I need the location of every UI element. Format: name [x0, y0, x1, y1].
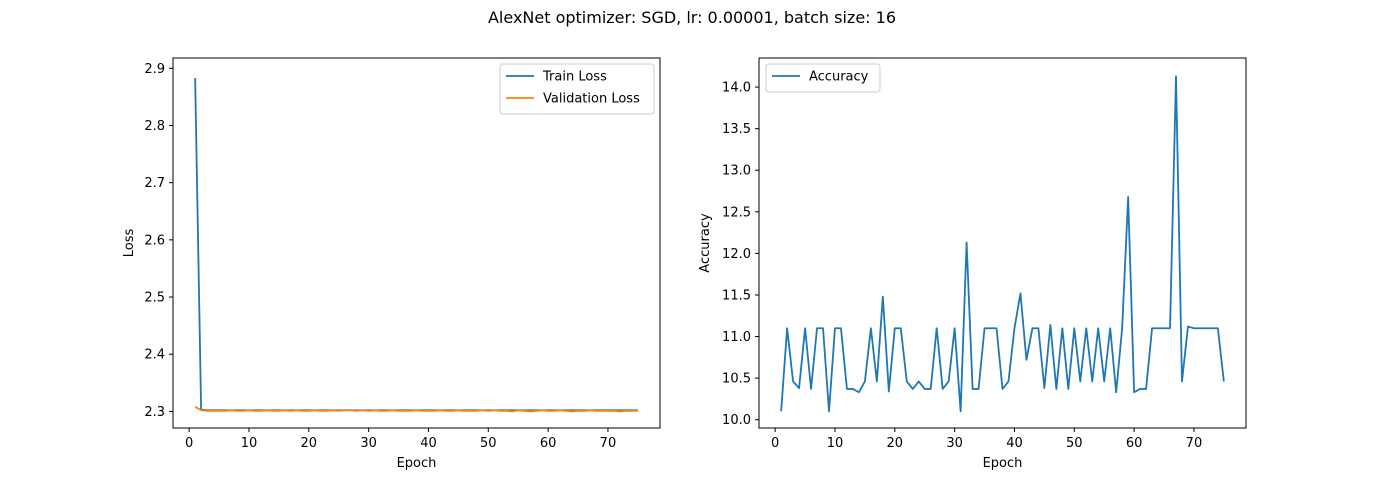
x-tick-label: 70: [600, 436, 617, 451]
x-tick-label: 50: [1066, 436, 1083, 451]
x-tick-label: 20: [301, 436, 318, 451]
y-tick-label: 2.9: [144, 62, 165, 77]
y-tick-label: 2.7: [144, 176, 165, 191]
y-tick-label: 13.0: [722, 164, 751, 179]
x-tick-label: 70: [1186, 436, 1203, 451]
x-tick-label: 40: [1006, 436, 1023, 451]
series-line-train-loss: [194, 78, 638, 412]
legend-entry-accuracy: Accuracy: [809, 70, 869, 85]
x-tick-label: 30: [946, 436, 963, 451]
plot-frame: [172, 57, 661, 429]
y-tick-label: 2.6: [144, 233, 165, 248]
y-tick-label: 2.5: [144, 291, 165, 306]
series-line-validation-loss: [194, 406, 638, 413]
y-axis-label: Loss: [122, 229, 137, 258]
accuracy-chart: 0 10 20 30 40 50 60 70 10.0 10.5 11.0 11.5 12.0 12.5 1…: [698, 57, 1247, 471]
x-tick-label: 60: [1126, 436, 1143, 451]
series-line-accuracy: [780, 75, 1225, 413]
y-tick-label: 11.0: [722, 330, 751, 345]
x-tick-label: 60: [540, 436, 557, 451]
y-tick-label: 14.0: [722, 81, 751, 96]
loss-chart: 0 10 20 30 40 50 60 70 2.3 2.4 2.5 2.6 2.7 2.8 2.9 Epoc…: [122, 57, 661, 471]
legend-entry-validation-loss: Validation Loss: [543, 92, 640, 107]
y-tick-label: 12.5: [722, 205, 751, 220]
legend: Accuracy: [765, 63, 881, 93]
figure-title: AlexNet optimizer: SGD, lr: 0.00001, bat…: [488, 8, 896, 27]
legend-entry-train-loss: Train Loss: [542, 70, 607, 85]
legend-box: [499, 63, 655, 115]
y-tick-label: 2.4: [144, 348, 165, 363]
x-tick-label: 40: [420, 436, 437, 451]
x-tick-label: 10: [241, 436, 258, 451]
x-tick-label: 20: [887, 436, 904, 451]
x-tick-label: 0: [185, 436, 193, 451]
y-tick-label: 2.8: [144, 119, 165, 134]
y-tick-label: 13.5: [722, 122, 751, 137]
x-tick-label: 10: [827, 436, 844, 451]
legend-box: [765, 63, 881, 93]
x-tick-label: 50: [480, 436, 497, 451]
x-axis-label: Epoch: [983, 456, 1023, 471]
legend: Train Loss Validation Loss: [499, 63, 655, 115]
y-tick-label: 10.0: [722, 413, 751, 428]
y-axis-label: Accuracy: [698, 213, 713, 273]
x-tick-label: 30: [360, 436, 377, 451]
y-tick-label: 11.5: [722, 288, 751, 303]
plot-frame: [758, 57, 1247, 429]
x-axis-label: Epoch: [397, 456, 437, 471]
y-tick-label: 10.5: [722, 372, 751, 387]
y-tick-label: 12.0: [722, 247, 751, 262]
y-tick-label: 2.3: [144, 405, 165, 420]
x-tick-label: 0: [771, 436, 779, 451]
